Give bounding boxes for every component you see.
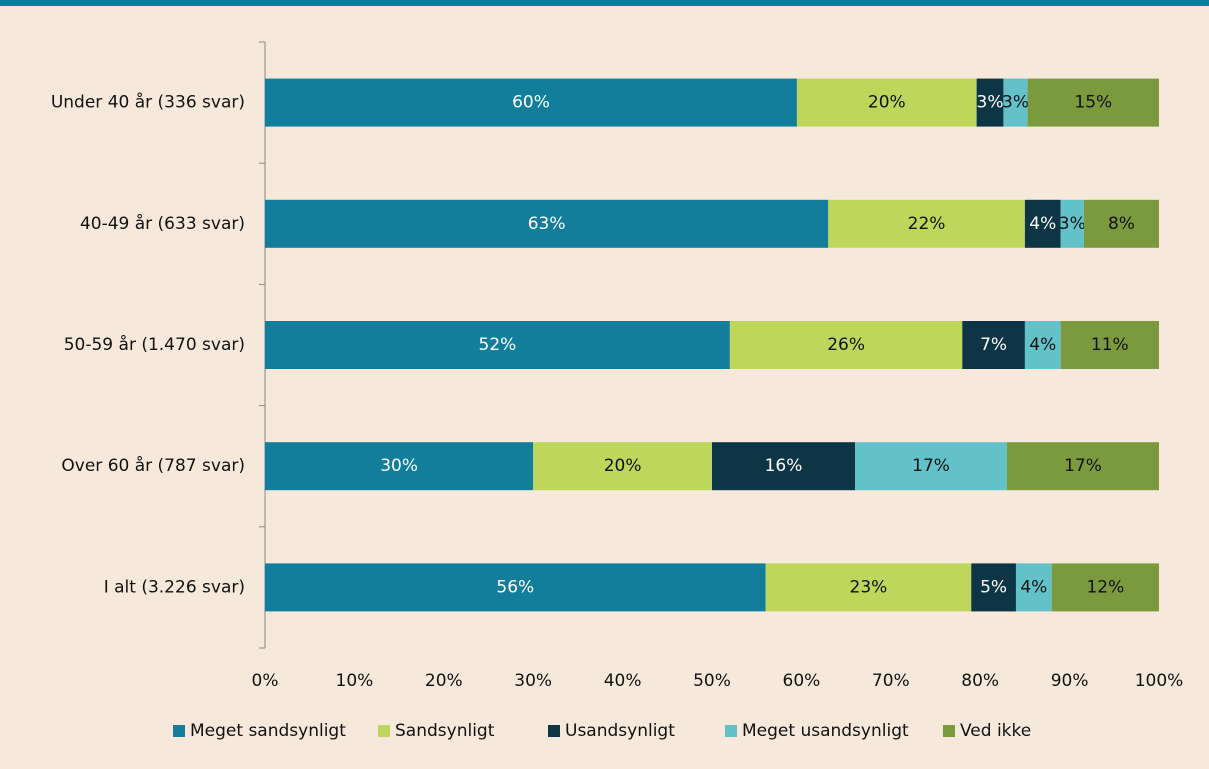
data-label: 16% xyxy=(765,456,803,476)
bar-segment xyxy=(533,442,712,491)
x-tick-label: 10% xyxy=(336,671,374,691)
y-tick-label: Over 60 år (787 svar) xyxy=(61,455,245,476)
bar-segment xyxy=(1003,78,1028,127)
bar-segment xyxy=(1015,563,1052,612)
legend-label: Meget usandsynligt xyxy=(742,721,909,741)
x-tick-label: 100% xyxy=(1135,671,1184,691)
data-label: 4% xyxy=(1020,577,1047,597)
x-tick-label: 20% xyxy=(425,671,463,691)
legend-label: Meget sandsynligt xyxy=(190,721,346,741)
x-tick-label: 60% xyxy=(783,671,821,691)
bar-segment xyxy=(1083,199,1159,248)
data-label: 4% xyxy=(1029,214,1056,234)
data-label: 60% xyxy=(512,93,550,113)
bar-segment xyxy=(855,442,1008,491)
legend-label: Ved ikke xyxy=(960,721,1031,741)
bar-segment xyxy=(712,442,856,491)
data-label: 52% xyxy=(479,335,517,355)
x-tick-label: 70% xyxy=(872,671,910,691)
data-label: 15% xyxy=(1074,93,1112,113)
data-label: 20% xyxy=(604,456,642,476)
y-tick-label: 50-59 år (1.470 svar) xyxy=(64,334,245,355)
bar-segment xyxy=(1060,199,1084,248)
data-label: 56% xyxy=(496,577,534,597)
data-label: 17% xyxy=(1064,456,1102,476)
bar-segment xyxy=(729,321,963,369)
legend-swatch xyxy=(173,725,185,737)
data-label: 17% xyxy=(912,456,950,476)
top-stripe xyxy=(0,0,1209,6)
data-label: 5% xyxy=(980,577,1007,597)
bar-segment xyxy=(976,78,1004,127)
bar-segment xyxy=(1024,199,1061,248)
x-tick-label: 0% xyxy=(252,671,279,691)
data-label: 4% xyxy=(1029,335,1056,355)
data-label: 63% xyxy=(528,214,566,234)
legend-label: Sandsynligt xyxy=(395,721,495,741)
data-label: 20% xyxy=(868,93,906,113)
y-tick-label: 40-49 år (633 svar) xyxy=(80,213,245,234)
legend-swatch xyxy=(943,725,955,737)
bar-segment xyxy=(1007,442,1159,491)
bar-segment xyxy=(971,563,1016,612)
legend-label: Usandsynligt xyxy=(565,721,675,741)
data-label: 8% xyxy=(1108,214,1135,234)
bar-segment xyxy=(1027,78,1159,127)
data-label: 30% xyxy=(380,456,418,476)
bar-segment xyxy=(265,442,534,491)
bar-segment xyxy=(1024,321,1061,369)
data-label: 26% xyxy=(827,335,865,355)
y-tick-label: I alt (3.226 svar) xyxy=(104,577,245,597)
bar-segment xyxy=(1060,321,1159,369)
data-label: 22% xyxy=(908,214,946,234)
x-tick-label: 30% xyxy=(514,671,552,691)
x-tick-label: 50% xyxy=(693,671,731,691)
data-label: 12% xyxy=(1086,577,1124,597)
x-tick-label: 80% xyxy=(961,671,999,691)
bar-segment xyxy=(265,563,766,612)
bar-segment xyxy=(265,78,797,127)
x-tick-label: 90% xyxy=(1051,671,1089,691)
data-label: 3% xyxy=(1002,93,1029,113)
data-label: 11% xyxy=(1091,335,1129,355)
legend-swatch xyxy=(378,725,390,737)
data-label: 3% xyxy=(977,93,1004,113)
bar-segment xyxy=(796,78,977,127)
data-label: 3% xyxy=(1059,214,1086,234)
x-tick-label: 40% xyxy=(604,671,642,691)
bar-segment xyxy=(765,563,972,612)
y-tick-label: Under 40 år (336 svar) xyxy=(51,92,245,113)
bar-segment xyxy=(962,321,1025,369)
data-label: 23% xyxy=(850,577,888,597)
bar-segment xyxy=(1051,563,1159,612)
bar-segment xyxy=(265,199,829,248)
legend-swatch xyxy=(548,725,560,737)
bar-segment xyxy=(828,199,1025,248)
bar-segment xyxy=(265,321,730,369)
legend-swatch xyxy=(725,725,737,737)
data-label: 7% xyxy=(980,335,1007,355)
